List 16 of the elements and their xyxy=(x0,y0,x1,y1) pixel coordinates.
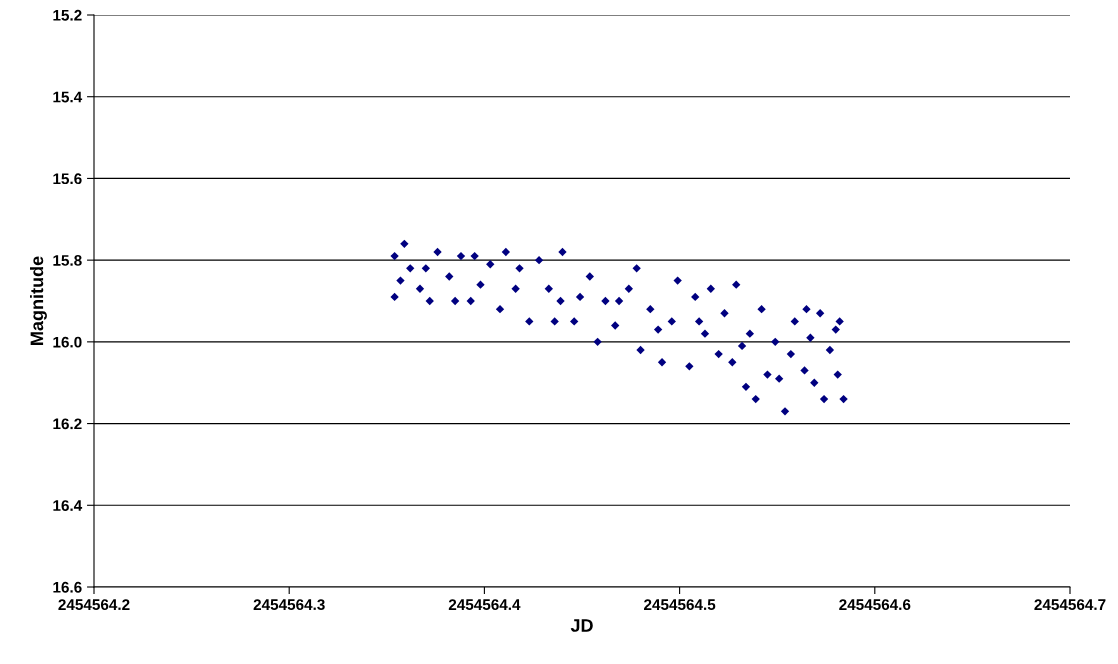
y-tick-label: 15.4 xyxy=(53,91,83,103)
x-tick-label: 2454564.5 xyxy=(644,599,716,611)
y-axis-title: Magnitude xyxy=(30,256,47,345)
y-tick-label: 15.8 xyxy=(53,255,82,266)
x-axis-title: JD xyxy=(570,619,593,632)
y-tick-label: 16.0 xyxy=(53,336,82,348)
y-tick-label: 16.6 xyxy=(53,581,82,593)
y-tick-label: 15.6 xyxy=(53,173,82,185)
x-tick-label: 2454564.4 xyxy=(448,599,521,611)
x-tick-label: 2454564.7 xyxy=(1034,599,1106,611)
y-tick-label: 16.2 xyxy=(53,418,82,430)
x-tick-label: 2454564.6 xyxy=(839,599,911,611)
x-tick-label: 2454564.3 xyxy=(253,599,325,611)
y-tick-label: 15.2 xyxy=(53,9,82,21)
x-tick-label: 2454564.2 xyxy=(58,599,130,611)
y-tick-label: 16.4 xyxy=(53,500,83,511)
